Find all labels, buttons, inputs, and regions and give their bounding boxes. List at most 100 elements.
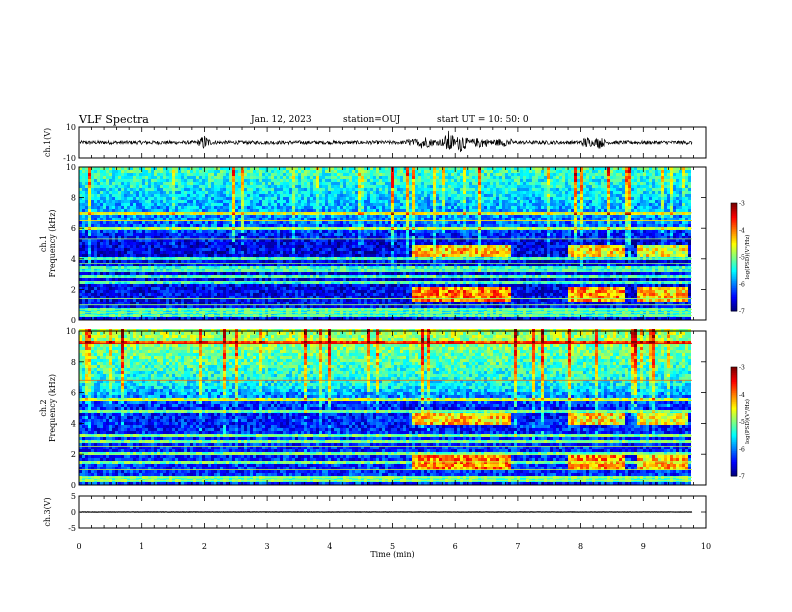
- ch1-colorbar-segment: [731, 273, 737, 276]
- ch2-colorbar-segment: [731, 457, 737, 461]
- start-time-label: start UT = 10: 50: 0: [437, 115, 529, 125]
- y-tick-label: 8: [71, 358, 76, 367]
- ch1-colorbar-segment: [731, 257, 737, 260]
- ch1-colorbar-segment: [731, 289, 737, 292]
- y-axis-label: ch.1(V): [43, 128, 52, 157]
- ch2-colorbar-segment: [731, 443, 737, 446]
- ch1-colorbar-label: log(PSD)(V²/Hz): [744, 235, 751, 280]
- ch2-colorbar-segment: [731, 459, 737, 462]
- y-tick-label: 8: [71, 194, 76, 203]
- ch1-colorbar-frame: [730, 202, 738, 312]
- x-tick-label: 9: [641, 542, 646, 551]
- svg-text:ch.1(V): ch.1(V): [43, 128, 52, 157]
- ch1-colorbar-segment: [731, 231, 737, 235]
- ch2-colorbar-segment: [731, 437, 737, 441]
- x-tick-label: 5: [390, 542, 395, 551]
- ch2-colorbar-segment: [731, 456, 737, 459]
- ch1-colorbar-segment: [731, 237, 737, 240]
- ch1-colorbar-segment: [731, 262, 737, 265]
- ch1-colorbar-segment: [731, 230, 737, 233]
- ch1-colorbar-segment: [731, 285, 737, 289]
- ch1-colorbar-segment: [731, 206, 737, 209]
- ch1-colorbar-segment: [731, 228, 737, 231]
- ch1-colorbar-segment: [731, 282, 737, 285]
- ch2-colorbar-segment: [731, 368, 737, 372]
- ch2-colorbar-segment: [731, 370, 737, 373]
- ch2-colorbar-segment: [731, 386, 737, 390]
- ch2-colorbar-segment: [731, 461, 737, 464]
- ch1-colorbar-segment: [731, 303, 737, 307]
- ch2-colorbar-segment: [731, 434, 737, 437]
- ch2-colorbar-segment: [731, 414, 737, 417]
- ch2-colorbar-segment: [731, 454, 737, 457]
- y-tick-label: 4: [71, 419, 76, 428]
- y-tick-label: 0: [71, 481, 76, 490]
- ch2-colorbar-segment: [731, 390, 737, 393]
- ch2-spectrogram-cells: [79, 329, 691, 485]
- ch1-waveform-trace: [79, 130, 693, 153]
- ch1-colorbar-segment: [731, 267, 737, 271]
- y-tick-label: 2: [71, 285, 76, 294]
- y-tick-label: 10: [66, 327, 76, 336]
- ch2-colorbar-frame: [730, 366, 738, 477]
- ch2-colorbar-segment: [731, 445, 737, 448]
- ch2-colorbar-segment: [731, 428, 737, 432]
- ch2-colorbar-segment: [731, 388, 737, 392]
- y-tick-label: 5: [71, 492, 76, 501]
- ch2-colorbar-tick-label: -5: [739, 419, 745, 426]
- ch1-colorbar-segment: [731, 284, 737, 287]
- ch1-colorbar-segment: [731, 307, 737, 310]
- ch2-colorbar-segment: [731, 468, 737, 472]
- ch2-colorbar-segment: [731, 385, 737, 388]
- chart-title: VLF Spectra: [79, 113, 149, 126]
- ch1-colorbar-segment: [731, 294, 737, 298]
- ch2-colorbar-segment: [731, 403, 737, 406]
- ch1-colorbar-segment: [731, 253, 737, 256]
- ch2-colorbar-segment: [731, 399, 737, 403]
- ch2-colorbar-segment: [731, 450, 737, 453]
- y-tick-label: -10: [63, 154, 76, 163]
- ch1-colorbar-segment: [731, 309, 737, 312]
- x-tick-label: 6: [453, 542, 458, 551]
- ch2-colorbar-label: log(PSD)(V²/Hz): [744, 399, 751, 444]
- ch1-colorbar-segment: [731, 302, 737, 305]
- ch1-colorbar-segment: [731, 258, 737, 262]
- ch1-colorbar-segment: [731, 221, 737, 224]
- ch1-colorbar-segment: [731, 226, 737, 229]
- ch1-colorbar-segment: [731, 217, 737, 220]
- ch1-colorbar-segment: [731, 296, 737, 299]
- ch2-colorbar-segment: [731, 416, 737, 419]
- ch1-colorbar-segment: [731, 287, 737, 290]
- ch1-colorbar-segment: [731, 204, 737, 208]
- ch1-colorbar-segment: [731, 280, 737, 283]
- ch1-colorbar-segment: [731, 260, 737, 263]
- ch1-colorbar-segment: [731, 212, 737, 215]
- ch1-colorbar-segment: [731, 239, 737, 242]
- ch2-colorbar-segment: [731, 426, 737, 430]
- ch2-colorbar-segment: [731, 470, 737, 473]
- ch1-colorbar-segment: [731, 249, 737, 253]
- ch2-colorbar-segment: [731, 379, 737, 383]
- ch1-colorbar-segment: [731, 210, 737, 213]
- ch2-colorbar-segment: [731, 465, 737, 468]
- ch1-colorbar-segment: [731, 251, 737, 254]
- ch2-colorbar-segment: [731, 474, 737, 477]
- ch1-spectrogram-cells: [79, 167, 691, 320]
- ch1-colorbar-tick-label: -3: [739, 201, 745, 208]
- ch2-colorbar-segment: [731, 405, 737, 408]
- ch2-colorbar-segment: [731, 372, 737, 375]
- ch2-spectrogram-blank-strip: [692, 331, 706, 485]
- ch1-colorbar-segment: [731, 266, 737, 269]
- ch1-colorbar-segment: [731, 213, 737, 217]
- y-axis-label: ch.3(V): [43, 497, 52, 526]
- ch1-colorbar-segment: [731, 235, 737, 238]
- ch2-colorbar-segment: [731, 392, 737, 395]
- ch2-colorbar-segment: [731, 381, 737, 384]
- ch2-colorbar-segment: [731, 466, 737, 470]
- ch2-colorbar-segment: [731, 408, 737, 412]
- ch2-colorbar-segment: [731, 472, 737, 475]
- x-tick-label: 8: [578, 542, 583, 551]
- ch2-colorbar-segment: [731, 397, 737, 401]
- y-tick-label: 6: [71, 389, 76, 398]
- y-tick-label: 4: [71, 255, 76, 264]
